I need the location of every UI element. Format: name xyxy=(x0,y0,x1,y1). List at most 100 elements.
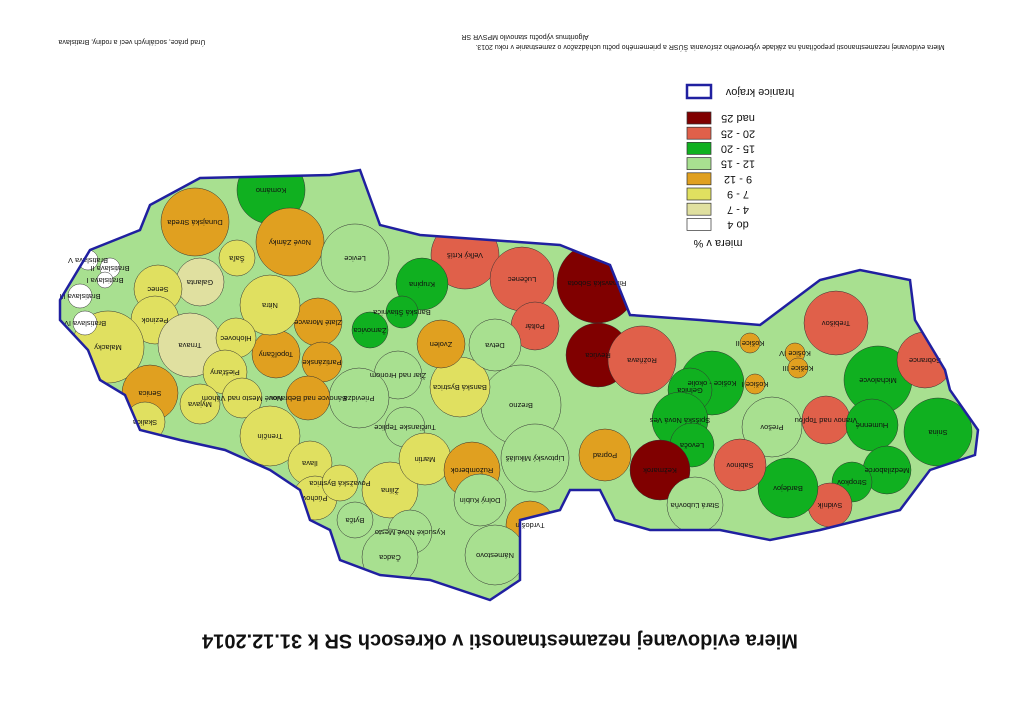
district xyxy=(739,332,761,354)
district-label: Galanta xyxy=(186,278,213,287)
legend-swatch xyxy=(686,202,712,216)
district-label: Gelnica xyxy=(676,386,702,395)
district-label: Levice xyxy=(344,254,366,263)
district xyxy=(453,473,507,527)
district-fills xyxy=(60,170,978,600)
district-label: Malacky xyxy=(94,343,122,352)
district xyxy=(629,439,691,501)
district-label: Bytča xyxy=(345,516,365,525)
district xyxy=(239,274,301,336)
district-label: Rimavská Sobota xyxy=(567,279,627,288)
district-label: Nitra xyxy=(261,301,278,310)
district-label: Bratislava V xyxy=(68,256,108,265)
legend-swatch xyxy=(686,218,712,231)
district xyxy=(67,283,93,309)
country-border xyxy=(58,168,980,602)
district xyxy=(179,383,221,425)
district-label: Poprad xyxy=(593,451,617,460)
district-label: Stropkov xyxy=(837,478,867,487)
district-label: Žiar nad Hronom xyxy=(370,371,426,380)
district-label: Stará Ľubovňa xyxy=(670,501,720,510)
district-label: Bardejov xyxy=(773,484,803,493)
district-labels: Komárno Dunajská Streda Nové Zámky Levice Ve… xyxy=(59,186,947,562)
district-label: Košice IV xyxy=(779,349,811,358)
district-label: Partizánske xyxy=(302,358,341,367)
district-label: Námestovo xyxy=(476,551,514,560)
district-label: Košice III xyxy=(783,364,814,373)
district-label: Skalica xyxy=(132,418,157,427)
district-label: Ilava xyxy=(301,459,318,468)
legend-label: 4 - 7 xyxy=(727,203,749,215)
legend-swatch xyxy=(686,126,712,140)
district-label: Kysucké Nové Mesto xyxy=(375,528,445,537)
district-label: Bratislava I xyxy=(86,276,123,285)
district xyxy=(741,396,803,458)
district-label: Zvolen xyxy=(430,340,453,349)
district-label: Svidník xyxy=(817,501,842,510)
source-left: Úrad práce, sociálnych vecí a rodiny, Br… xyxy=(58,38,205,47)
legend-label: 9 - 12 xyxy=(724,173,752,185)
district-label: Dolný Kubín xyxy=(460,496,501,505)
source-right: Miera evidovanej nezamestnanosti prepočí… xyxy=(475,43,944,52)
legend-label: 7 - 9 xyxy=(727,188,749,200)
district-label: Medzilaborce xyxy=(865,466,910,475)
district-label: Topoľčany xyxy=(259,350,294,359)
district-label: Sobrance xyxy=(909,356,941,365)
district-label: Piešťany xyxy=(210,368,240,377)
district-label: Trnava xyxy=(178,341,202,350)
district xyxy=(787,357,809,379)
legend-swatch xyxy=(686,142,712,155)
district xyxy=(218,239,256,277)
district-label: Prievidza xyxy=(343,394,375,403)
district-label: Púchov xyxy=(302,494,327,503)
legend-swatch xyxy=(686,111,712,125)
district xyxy=(500,423,570,493)
district-label: Turčianske Teplice xyxy=(374,423,436,432)
district-label: Považská Bystrica xyxy=(309,479,371,488)
district xyxy=(395,257,449,311)
district xyxy=(757,457,819,519)
district xyxy=(96,271,114,289)
district-label: Tvrdošín xyxy=(515,521,544,530)
district-label: Banská Štiavnica xyxy=(372,308,430,317)
district-label: Myjava xyxy=(187,400,212,409)
legend-border-swatch xyxy=(685,83,713,100)
district-label: Levoča xyxy=(679,441,704,450)
legend-swatch xyxy=(686,172,712,186)
district-label: Prešov xyxy=(760,423,784,432)
district-label: Detva xyxy=(484,341,504,350)
district-label: Nové Zámky xyxy=(269,238,311,247)
district-label: Snina xyxy=(928,428,948,437)
legend-title: miera v % xyxy=(693,237,742,249)
district xyxy=(468,318,522,372)
district-label: Čadca xyxy=(378,553,401,562)
district-label: Liptovský Mikuláš xyxy=(505,454,564,463)
legend: hranice krajov nad 25 20 - 25 15 - 20 12 - 1… xyxy=(685,83,794,249)
district-label: Hlohovec xyxy=(220,334,252,343)
map-title: Miera evidovanej nezamestnanosti v okres… xyxy=(201,630,798,652)
district-label: Banská Bystrica xyxy=(432,383,487,392)
district xyxy=(385,295,419,329)
district xyxy=(744,373,766,395)
district-label: Senec xyxy=(147,285,169,294)
district xyxy=(160,187,230,257)
district-label: Bratislava II xyxy=(90,264,129,273)
legend-label: 12 - 15 xyxy=(721,158,755,170)
district xyxy=(285,375,331,421)
district xyxy=(221,377,263,419)
district-label: Šaľa xyxy=(228,254,244,263)
legend-label: 20 - 25 xyxy=(721,127,755,139)
legend-label: nad 25 xyxy=(721,112,755,124)
district xyxy=(803,290,869,356)
district-label: Bratislava IV xyxy=(64,319,106,328)
source-right: Algoritmus výpočtu stanovilo MPSVR SR xyxy=(461,33,588,40)
legend-label: 15 - 20 xyxy=(721,142,755,154)
district-label: Rožňava xyxy=(626,356,656,365)
district-label: Sabinov xyxy=(726,461,753,470)
district-label: Bratislava III xyxy=(59,292,100,301)
district-label: Kežmarok xyxy=(643,466,677,475)
district xyxy=(351,311,389,349)
district-label: Žilina xyxy=(380,486,399,495)
district-label: Michalovce xyxy=(859,376,897,385)
district-label: Brezno xyxy=(509,401,533,410)
